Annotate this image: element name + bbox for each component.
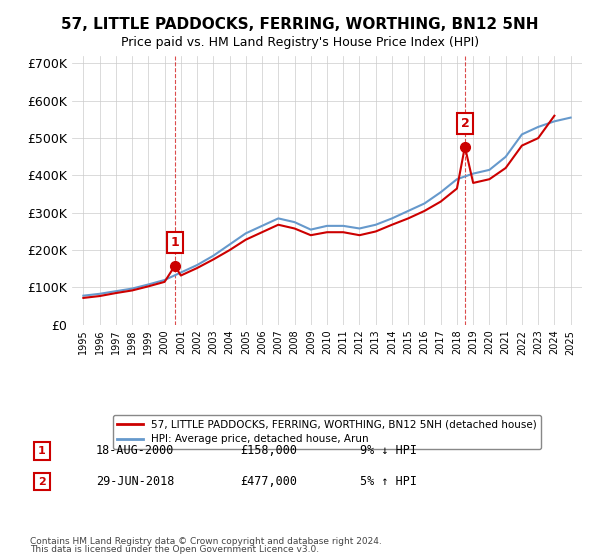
Text: This data is licensed under the Open Government Licence v3.0.: This data is licensed under the Open Gov…	[30, 545, 319, 554]
Text: 1: 1	[38, 446, 46, 456]
Text: 1: 1	[170, 236, 179, 249]
Text: £158,000: £158,000	[240, 444, 297, 458]
Text: 57, LITTLE PADDOCKS, FERRING, WORTHING, BN12 5NH: 57, LITTLE PADDOCKS, FERRING, WORTHING, …	[61, 17, 539, 32]
Text: Contains HM Land Registry data © Crown copyright and database right 2024.: Contains HM Land Registry data © Crown c…	[30, 537, 382, 546]
Text: 29-JUN-2018: 29-JUN-2018	[96, 475, 175, 488]
Legend: 57, LITTLE PADDOCKS, FERRING, WORTHING, BN12 5NH (detached house), HPI: Average : 57, LITTLE PADDOCKS, FERRING, WORTHING, …	[113, 415, 541, 449]
Text: 18-AUG-2000: 18-AUG-2000	[96, 444, 175, 458]
Text: Price paid vs. HM Land Registry's House Price Index (HPI): Price paid vs. HM Land Registry's House …	[121, 36, 479, 49]
Text: 5% ↑ HPI: 5% ↑ HPI	[360, 475, 417, 488]
Text: 9% ↓ HPI: 9% ↓ HPI	[360, 444, 417, 458]
Text: 2: 2	[38, 477, 46, 487]
Text: 2: 2	[461, 117, 469, 130]
Text: £477,000: £477,000	[240, 475, 297, 488]
